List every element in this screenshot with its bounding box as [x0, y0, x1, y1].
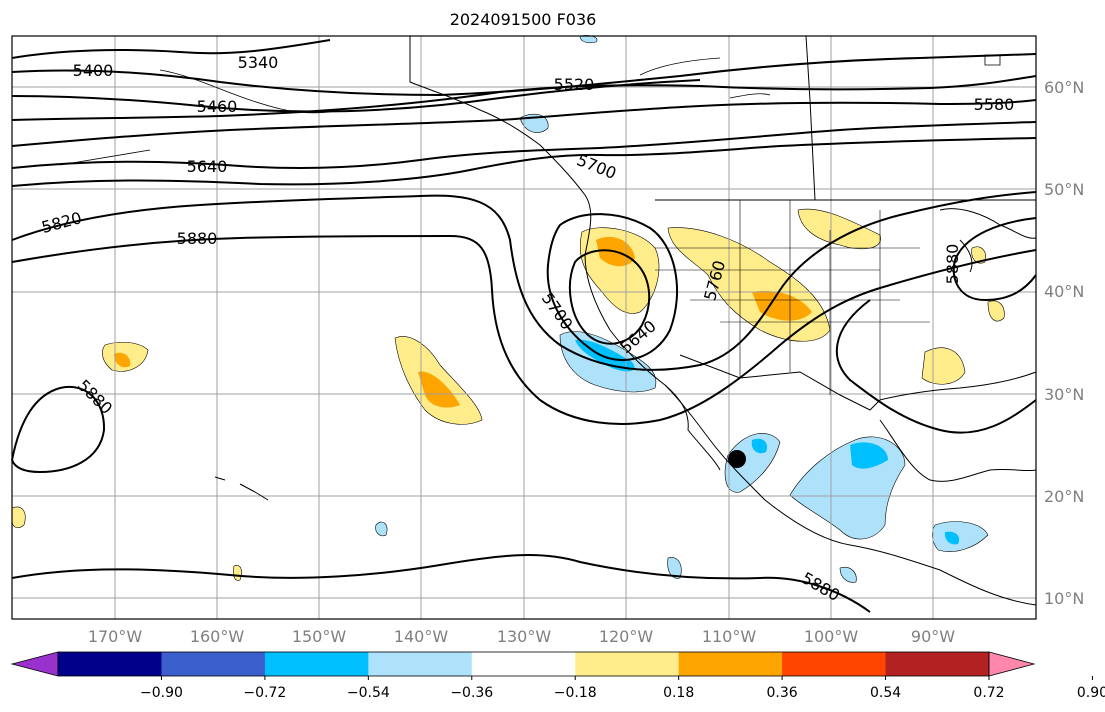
contour-5580: [11, 99, 1037, 147]
shade-neg-pacific-small: [667, 557, 682, 579]
map-title: 2024091500 F036: [450, 10, 597, 29]
colorbar-segment: [782, 652, 887, 676]
colorbar-tick-label: −0.36: [450, 685, 493, 701]
shade-pos-west-pacific-core: [114, 352, 131, 368]
colorbar: −0.90 −0.72 −0.54 −0.36 −0.18 0.18 0.36 0.54 0.7…: [10, 651, 1105, 701]
colorbar-segment: [471, 652, 576, 676]
colorbar-tick-label: −0.54: [347, 685, 390, 701]
colorbar-segment: [575, 652, 680, 676]
lat-tick-labels: 60°N 50°N 40°N 30°N 20°N 10°N: [1044, 78, 1084, 608]
contour-5520: [11, 75, 1037, 121]
lat-tick-label: 40°N: [1044, 282, 1084, 301]
colorbar-extend-low: [10, 651, 59, 677]
contour-label: 5580: [974, 95, 1015, 114]
shade-neg-baja-core: [751, 438, 768, 454]
lon-tick-label: 130°W: [497, 627, 552, 646]
contour-label: 5880: [177, 229, 218, 248]
lon-tick-label: 100°W: [804, 627, 859, 646]
contour-5700-low: [546, 213, 678, 361]
hawaii: [214, 476, 269, 501]
lat-tick-label: 20°N: [1044, 487, 1084, 506]
contour-label: 5400: [73, 61, 114, 80]
lon-tick-label: 150°W: [292, 627, 347, 646]
contour-5880-ne: [952, 217, 1037, 302]
lat-tick-label: 10°N: [1044, 589, 1084, 608]
colorbar-extend-high: [988, 651, 1036, 677]
contour-5880-west: [11, 385, 106, 474]
map-frame: [11, 35, 1037, 620]
shade-pos-east: [987, 300, 1005, 322]
lon-tick-label: 170°W: [88, 627, 143, 646]
colorbar-tick-label: 0.36: [767, 685, 798, 701]
gulf-coast: [879, 371, 1037, 401]
colorbar-outline: [57, 651, 990, 677]
colorbar-segment: [678, 652, 783, 676]
contour-label: 5340: [238, 53, 279, 72]
state-borders: [655, 200, 930, 400]
height-contours: [11, 39, 1037, 613]
colorbar-tick-label: 0.18: [663, 685, 694, 701]
shade-pos-pacific-core: [418, 371, 460, 408]
colorbar-segments: [58, 652, 990, 676]
shade-neg-central-am: [932, 521, 989, 552]
contour-5760: [11, 191, 1037, 371]
shade-neg-mexico-core: [850, 442, 888, 469]
colorbar-tick-label: −0.18: [554, 685, 597, 701]
shade-neg-pacific-small-3: [375, 521, 388, 537]
colorbar-tick-labels: −0.90 −0.72 −0.54 −0.36 −0.18 0.18 0.36 0.54 0.7…: [140, 676, 1105, 701]
pacific-coast: [409, 36, 1037, 606]
lon-tick-label: 140°W: [394, 627, 449, 646]
lon-tick-label: 120°W: [599, 627, 654, 646]
location-marker: [728, 450, 746, 468]
us-mexico-border: [679, 354, 881, 411]
contour-5700: [11, 137, 1037, 187]
contour-5340: [11, 39, 331, 59]
shade-neg-pacific-small-2: [839, 567, 857, 583]
contour-5460: [11, 79, 701, 113]
contour-5640-low: [568, 249, 651, 345]
contour-5820: [11, 234, 1037, 425]
colorbar-tick-label: −0.72: [243, 685, 286, 701]
yucatan: [879, 419, 1037, 482]
contour-5880-south: [11, 553, 871, 613]
lon-tick-label: 160°W: [190, 627, 245, 646]
coastlines: [59, 35, 1037, 606]
colorbar-tick-label: −0.90: [140, 685, 183, 701]
colorbar-tick-label: 0.90: [1077, 685, 1105, 701]
contour-label: 5880: [943, 244, 962, 285]
colorbar-segment: [264, 652, 369, 676]
contour-5880-east: [836, 299, 1037, 434]
shade-pos-small: [233, 565, 242, 581]
baja: [664, 384, 721, 471]
shade-pos-west-core: [752, 290, 812, 321]
lon-tick-labels: 170°W 160°W 150°W 140°W 130°W 120°W 110°…: [88, 627, 955, 646]
lat-tick-label: 60°N: [1044, 78, 1084, 97]
colorbar-tick-label: 0.54: [870, 685, 901, 701]
lat-tick-label: 50°N: [1044, 180, 1084, 199]
colorbar-segment: [368, 652, 473, 676]
colorbar-segment: [885, 652, 990, 676]
contour-label: 5640: [187, 157, 228, 176]
shade-pos-plains: [797, 208, 881, 250]
lat-tick-label: 30°N: [1044, 385, 1084, 404]
shade-pos-edge: [11, 506, 26, 529]
colorbar-tick-label: 0.72: [973, 685, 1004, 701]
contour-5640: [11, 121, 1037, 169]
lon-tick-label: 110°W: [702, 627, 757, 646]
contour-label: 5520: [554, 75, 595, 94]
contour-label: 5460: [197, 97, 238, 116]
lon-tick-label: 90°W: [911, 627, 955, 646]
colorbar-segment: [161, 652, 266, 676]
colorbar-segment: [58, 652, 162, 676]
shade-neg-central-am-core: [944, 531, 960, 545]
shade-pos-lakes: [971, 246, 986, 264]
